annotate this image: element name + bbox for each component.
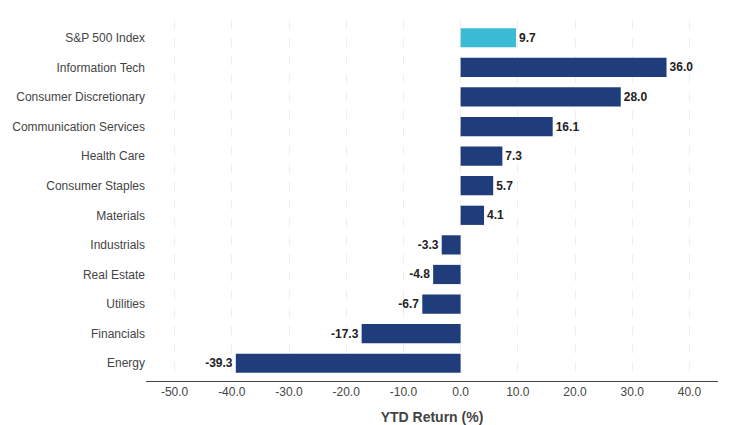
- svg-text:-50.0: -50.0: [161, 385, 189, 399]
- svg-text:5.7: 5.7: [496, 179, 513, 193]
- svg-text:20.0: 20.0: [563, 385, 587, 399]
- svg-text:-4.8: -4.8: [409, 267, 430, 281]
- svg-text:Real Estate: Real Estate: [83, 268, 145, 282]
- svg-text:Information Tech: Information Tech: [57, 61, 146, 75]
- svg-text:Energy: Energy: [107, 356, 145, 370]
- svg-text:-6.7: -6.7: [398, 297, 419, 311]
- svg-text:9.7: 9.7: [519, 31, 536, 45]
- svg-text:36.0: 36.0: [670, 60, 694, 74]
- svg-text:4.1: 4.1: [487, 208, 504, 222]
- svg-text:-39.3: -39.3: [205, 356, 233, 370]
- svg-text:Industrials: Industrials: [90, 238, 145, 252]
- svg-text:-40.0: -40.0: [218, 385, 246, 399]
- svg-text:-20.0: -20.0: [333, 385, 361, 399]
- svg-text:28.0: 28.0: [624, 90, 648, 104]
- svg-text:0.0: 0.0: [452, 385, 469, 399]
- svg-text:-30.0: -30.0: [275, 385, 303, 399]
- svg-text:Utilities: Utilities: [106, 297, 145, 311]
- svg-text:Communication Services: Communication Services: [12, 120, 145, 134]
- svg-text:16.1: 16.1: [556, 120, 580, 134]
- svg-text:-3.3: -3.3: [418, 238, 439, 252]
- svg-text:Health Care: Health Care: [81, 149, 145, 163]
- svg-text:-10.0: -10.0: [390, 385, 418, 399]
- svg-text:S&P 500 Index: S&P 500 Index: [65, 31, 145, 45]
- svg-text:Materials: Materials: [96, 209, 145, 223]
- svg-text:Consumer Discretionary: Consumer Discretionary: [16, 90, 145, 104]
- svg-text:40.0: 40.0: [678, 385, 702, 399]
- svg-text:30.0: 30.0: [621, 385, 645, 399]
- svg-text:7.3: 7.3: [505, 149, 522, 163]
- svg-text:-17.3: -17.3: [331, 327, 359, 341]
- svg-text:YTD Return (%): YTD Return (%): [381, 409, 484, 425]
- svg-text:Financials: Financials: [91, 327, 145, 341]
- svg-text:10.0: 10.0: [506, 385, 530, 399]
- svg-text:Consumer Staples: Consumer Staples: [46, 179, 145, 193]
